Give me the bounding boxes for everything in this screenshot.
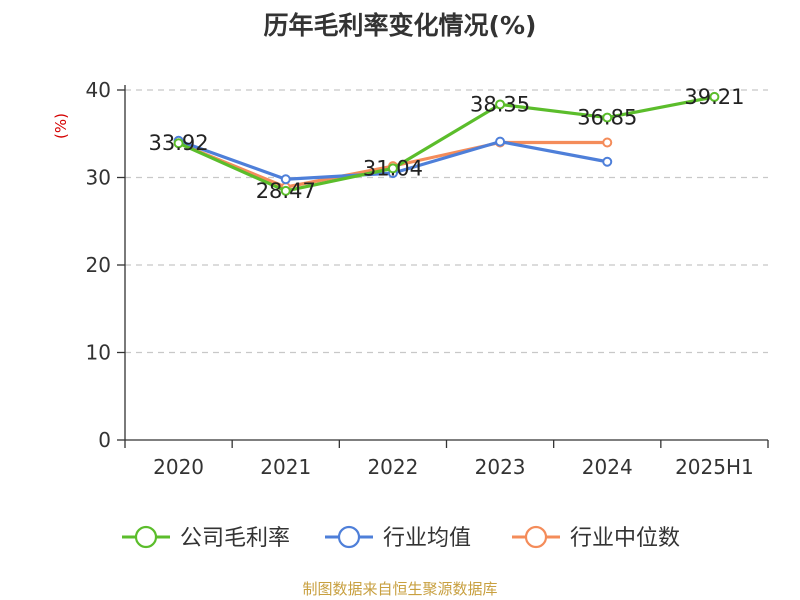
axes: 0 10 20 30 40 2020 2021 2022 2023 2024 2025H1 (%)	[52, 78, 769, 479]
data-point[interactable]	[495, 99, 506, 110]
legend[interactable]: 公司毛利率 行业均值 行业中位数	[122, 525, 680, 551]
legend-swatch-marker	[134, 525, 158, 549]
series-lines	[173, 91, 720, 196]
data-point[interactable]	[173, 138, 184, 149]
data-label: 36.85	[577, 106, 637, 130]
x-tick-label: 2023	[475, 455, 526, 479]
legend-swatch-marker	[524, 525, 548, 549]
data-labels: 33.92 28.47 31.04 38.35 36.85 39.21	[149, 85, 745, 203]
legend-item-label[interactable]: 公司毛利率	[180, 526, 290, 551]
x-tick-label: 2025H1	[675, 455, 754, 479]
data-point[interactable]	[602, 137, 613, 148]
y-tick-label: 20	[86, 253, 111, 277]
y-tick-label: 10	[86, 341, 111, 365]
data-point[interactable]	[602, 112, 613, 123]
data-label: 28.47	[256, 179, 316, 203]
data-point[interactable]	[280, 174, 291, 185]
y-axis-label: (%)	[52, 113, 70, 139]
source-note: 制图数据来自恒生聚源数据库	[302, 580, 498, 598]
y-tick-label: 40	[86, 78, 111, 102]
x-tick-label: 2020	[153, 455, 204, 479]
data-point[interactable]	[495, 136, 506, 147]
series-line-0	[177, 95, 715, 193]
data-label: 39.21	[684, 85, 744, 109]
data-point[interactable]	[709, 91, 720, 102]
legend-item-label[interactable]: 行业中位数	[570, 526, 680, 551]
legend-swatch-marker	[337, 525, 361, 549]
data-point[interactable]	[280, 185, 291, 196]
data-point[interactable]	[387, 163, 398, 174]
y-tick-label: 30	[86, 166, 111, 190]
data-label: 31.04	[363, 156, 423, 180]
grid-lines	[125, 89, 768, 354]
legend-item-label[interactable]: 行业均值	[383, 526, 471, 551]
data-point[interactable]	[602, 156, 613, 167]
x-tick-label: 2024	[582, 455, 633, 479]
data-label: 33.92	[149, 131, 209, 155]
chart-title: 历年毛利率变化情况(%)	[263, 11, 537, 40]
x-tick-label: 2021	[260, 455, 311, 479]
y-tick-label: 0	[98, 428, 111, 452]
data-label: 38.35	[470, 92, 530, 116]
x-tick-label: 2022	[367, 455, 418, 479]
